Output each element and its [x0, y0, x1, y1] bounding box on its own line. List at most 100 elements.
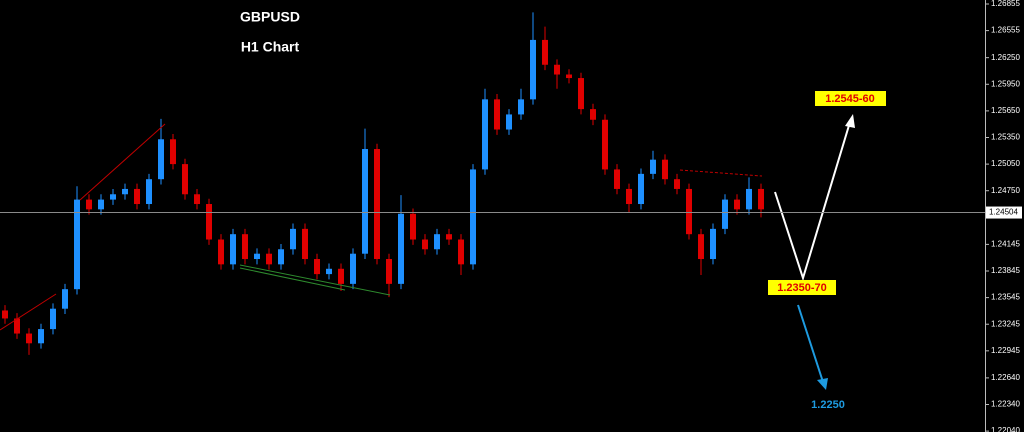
candle-body: [458, 239, 464, 265]
candle-body: [422, 239, 428, 250]
candle-body: [206, 204, 212, 240]
y-tick-label: 1.23245: [991, 319, 1020, 328]
candle-body: [734, 199, 740, 210]
candle-body: [26, 333, 32, 344]
candle-body: [218, 239, 224, 265]
candle-body: [482, 99, 488, 170]
candle-body: [14, 318, 20, 334]
candle-body: [146, 179, 152, 205]
projection-arrow: [774, 121, 851, 282]
candle-body: [338, 268, 344, 284]
candle-body: [638, 173, 644, 205]
candle-body: [326, 268, 332, 275]
candle-body: [194, 194, 200, 205]
candle-body: [230, 234, 236, 265]
candle-body: [302, 228, 308, 260]
projection-arrow: [797, 304, 824, 383]
candle-body: [290, 228, 296, 250]
candle-body: [446, 234, 452, 240]
chart-subtitle: H1 Chart: [241, 39, 300, 55]
candle-body: [122, 188, 128, 195]
candle-body: [698, 234, 704, 260]
candle-body: [746, 188, 752, 210]
candle-body: [398, 213, 404, 284]
y-tick-label: 1.22640: [991, 373, 1020, 382]
candle-body: [506, 114, 512, 130]
arrow-head: [845, 114, 855, 128]
y-tick-label: 1.25350: [991, 133, 1020, 142]
y-tick-label: 1.25950: [991, 79, 1020, 88]
candle-body: [530, 39, 536, 100]
candle-body: [314, 259, 320, 275]
candle-body: [494, 99, 500, 130]
candle-body: [182, 164, 188, 195]
candle-body: [590, 109, 596, 120]
y-tick-label: 1.25050: [991, 159, 1020, 168]
current-price-label: 1.24504: [989, 208, 1018, 217]
y-tick-label: 1.25650: [991, 106, 1020, 115]
candle-body: [134, 188, 140, 205]
candle-body: [374, 149, 380, 260]
candle-body: [170, 139, 176, 165]
candle-body: [362, 149, 368, 254]
candle-body: [86, 199, 92, 210]
candle-body: [266, 253, 272, 265]
candle-body: [566, 74, 572, 79]
candle-body: [578, 78, 584, 110]
candle-body: [554, 64, 560, 75]
trend-line: [79, 123, 166, 201]
y-tick-label: 1.22945: [991, 346, 1020, 355]
trend-line: [239, 264, 391, 296]
candle-body: [470, 169, 476, 265]
chart-title: GBPUSD: [240, 9, 300, 25]
current-price-box: [986, 206, 1022, 219]
trend-line: [0, 293, 57, 331]
candle-body: [278, 249, 284, 265]
candle-body: [38, 329, 44, 344]
candle-body: [2, 310, 8, 319]
candle-body: [626, 188, 632, 205]
y-tick-label: 1.26855: [991, 0, 1020, 8]
candle-body: [674, 179, 680, 189]
candle-body: [74, 199, 80, 290]
candle-body: [98, 199, 104, 210]
y-tick-label: 1.24145: [991, 239, 1020, 248]
y-tick-label: 1.26555: [991, 26, 1020, 35]
y-tick-label: 1.23545: [991, 293, 1020, 302]
annotation: 1.2350-70: [777, 282, 827, 294]
candle-body: [242, 234, 248, 260]
candle-body: [518, 99, 524, 115]
annotation-box: [768, 280, 836, 295]
y-tick-label: 1.24750: [991, 186, 1020, 195]
candle-body: [650, 159, 656, 174]
annotation: 1.2250: [811, 399, 845, 411]
candle-body: [254, 253, 260, 260]
annotation-box: [815, 91, 886, 106]
candle-body: [158, 139, 164, 180]
y-tick-label: 1.26250: [991, 53, 1020, 62]
candle-body: [722, 199, 728, 229]
candle-body: [542, 39, 548, 65]
candle-body: [350, 253, 356, 284]
candle-body: [410, 213, 416, 240]
candle-body: [662, 159, 668, 180]
y-tick-label: 1.22340: [991, 400, 1020, 409]
candle-body: [50, 308, 56, 330]
candle-body: [758, 188, 764, 210]
arrow-head: [817, 378, 828, 390]
plot-area: [2, 12, 764, 355]
candle-body: [602, 119, 608, 170]
y-tick-label: 1.23845: [991, 266, 1020, 275]
trend-line: [679, 169, 763, 177]
annotation: 1.2545-60: [825, 93, 875, 105]
candle-body: [434, 234, 440, 250]
candle-body: [386, 259, 392, 284]
candle-body: [62, 289, 68, 309]
candle-body: [710, 228, 716, 260]
trend-line: [239, 267, 346, 291]
candle-body: [686, 188, 692, 235]
candle-body: [614, 169, 620, 189]
